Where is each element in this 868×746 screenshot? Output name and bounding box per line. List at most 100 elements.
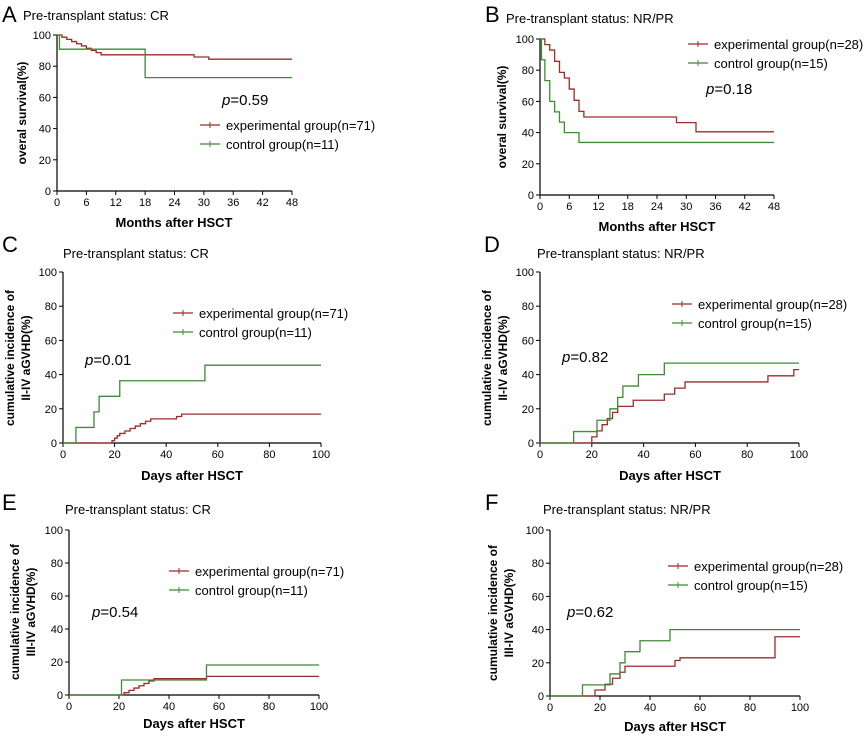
panel-d: D Pre-transplant status: NR/PR 0 20 40 60 80… <box>480 232 847 483</box>
legend-label-control: control group(n=11) <box>226 137 339 152</box>
x-axis-label: Months after HSCT <box>116 215 233 230</box>
y-tick-label: 60 <box>45 335 57 347</box>
p-value-symbol: p <box>221 92 230 109</box>
y-axis-label-line-2: III-IV aGVHD(%) <box>502 569 516 658</box>
panel-f: F Pre-transplant status: NR/PR 0 20 40 60 80… <box>485 490 843 734</box>
x-tick-label: 80 <box>744 702 756 714</box>
x-tick-label: 12 <box>592 201 604 213</box>
x-tick-label: 80 <box>741 449 753 461</box>
y-tick-label: 0 <box>51 438 57 450</box>
y-tick-label: 60 <box>39 92 51 104</box>
x-tick-label: 30 <box>198 197 210 209</box>
y-tick-label: 40 <box>45 370 57 382</box>
p-value-annotation: p=0.62 <box>566 604 613 621</box>
x-tick-label: 40 <box>644 702 656 714</box>
y-tick-label: 20 <box>522 404 534 416</box>
y-tick-label: 60 <box>522 96 534 108</box>
panel-label-d: D <box>484 232 500 257</box>
y-tick-label: 60 <box>532 591 544 603</box>
p-value-symbol: p <box>566 604 575 621</box>
y-tick-label: 100 <box>516 267 534 279</box>
y-axis-label-line-2: II-IV aGVHD(%) <box>496 315 510 400</box>
y-tick-label: 40 <box>522 128 534 140</box>
x-tick-label: 6 <box>83 197 89 209</box>
panel-label-b: B <box>485 2 500 27</box>
y-tick-label: 0 <box>528 438 534 450</box>
p-value-annotation: p=0.59 <box>221 92 268 109</box>
legend-label-experimental: experimental group(n=71) <box>226 118 375 133</box>
series-line-experimental <box>63 413 321 444</box>
legend-label-control: control group(n=15) <box>698 316 812 331</box>
x-axis-label: Days after HSCT <box>143 716 245 731</box>
legend-label-control: control group(n=11) <box>195 583 308 598</box>
series-line-control <box>540 38 774 144</box>
x-tick-label: 12 <box>110 197 122 209</box>
x-tick-label: 20 <box>113 701 125 713</box>
x-tick-label: 60 <box>213 701 225 713</box>
panel-label-f: F <box>485 490 498 515</box>
x-tick-label: 60 <box>694 702 706 714</box>
legend-label-experimental: experimental group(n=28) <box>714 37 863 52</box>
legend-label-experimental: experimental group(n=71) <box>199 306 348 321</box>
legend-label-experimental: experimental group(n=28) <box>694 559 843 574</box>
x-tick-label: 18 <box>622 201 634 213</box>
y-tick-label: 100 <box>526 525 544 537</box>
x-tick-label: 18 <box>139 197 151 209</box>
y-tick-label: 100 <box>39 267 57 279</box>
p-value-annotation: p=0.54 <box>91 604 138 621</box>
x-axis-label: Days after HSCT <box>624 719 726 734</box>
x-tick-label: 0 <box>537 201 543 213</box>
x-tick-label: 48 <box>286 197 298 209</box>
series-line-control <box>540 362 799 444</box>
y-tick-label: 100 <box>45 525 63 537</box>
p-value-number: =0.18 <box>714 81 752 98</box>
p-value-number: =0.62 <box>575 604 613 621</box>
x-tick-label: 100 <box>790 449 808 461</box>
panel-d-subtitle: Pre-transplant status: NR/PR <box>537 246 705 261</box>
x-tick-label: 40 <box>163 701 175 713</box>
p-value-annotation: p=0.01 <box>84 352 131 369</box>
y-tick-label: 60 <box>522 335 534 347</box>
x-tick-label: 100 <box>312 449 330 461</box>
x-tick-label: 24 <box>651 201 663 213</box>
legend-label-experimental: experimental group(n=71) <box>195 564 344 579</box>
p-value-number: =0.59 <box>230 92 268 109</box>
y-tick-label: 100 <box>33 30 51 42</box>
y-tick-label: 60 <box>51 591 63 603</box>
x-tick-label: 60 <box>689 449 701 461</box>
y-tick-label: 40 <box>51 624 63 636</box>
x-axis-label: Days after HSCT <box>141 468 243 483</box>
p-value-annotation: p=0.18 <box>705 81 752 98</box>
p-value-symbol: p <box>84 352 93 369</box>
y-tick-label: 80 <box>522 301 534 313</box>
p-value-symbol: p <box>91 604 100 621</box>
legend-label-control: control group(n=15) <box>714 56 828 71</box>
x-tick-label: 20 <box>586 449 598 461</box>
x-tick-label: 42 <box>257 197 269 209</box>
panel-label-e: E <box>2 490 17 515</box>
x-tick-label: 0 <box>66 701 72 713</box>
series-line-control <box>69 664 319 696</box>
panel-e-subtitle: Pre-transplant status: CR <box>65 502 211 517</box>
y-axis-label: cumulative incidence of <box>486 544 500 681</box>
y-axis-label: cumulative incidence of <box>480 289 494 426</box>
x-tick-label: 6 <box>566 201 572 213</box>
panel-e: E Pre-transplant status: CR 0 20 40 60 80 100… <box>2 490 344 731</box>
x-tick-label: 36 <box>227 197 239 209</box>
panel-f-subtitle: Pre-transplant status: NR/PR <box>543 502 711 517</box>
series-line-experimental <box>550 636 800 697</box>
panel-b: B Pre-transplant status: NR/PR 0 6 12 18 24 3… <box>485 2 863 234</box>
y-tick-label: 80 <box>45 301 57 313</box>
legend-label-control: control group(n=15) <box>694 578 808 593</box>
x-tick-label: 24 <box>168 197 180 209</box>
y-axis-label: overal survival(%) <box>495 66 509 169</box>
y-axis-label: overal survival(%) <box>15 62 29 165</box>
y-tick-label: 40 <box>522 370 534 382</box>
x-tick-label: 30 <box>680 201 692 213</box>
x-tick-label: 100 <box>791 702 809 714</box>
p-value-symbol: p <box>705 81 714 98</box>
y-tick-label: 20 <box>45 404 57 416</box>
panel-c-subtitle: Pre-transplant status: CR <box>63 246 209 261</box>
y-tick-label: 0 <box>45 186 51 198</box>
